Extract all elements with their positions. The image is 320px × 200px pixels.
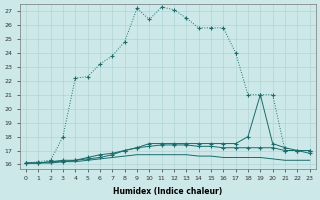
X-axis label: Humidex (Indice chaleur): Humidex (Indice chaleur) bbox=[113, 187, 222, 196]
